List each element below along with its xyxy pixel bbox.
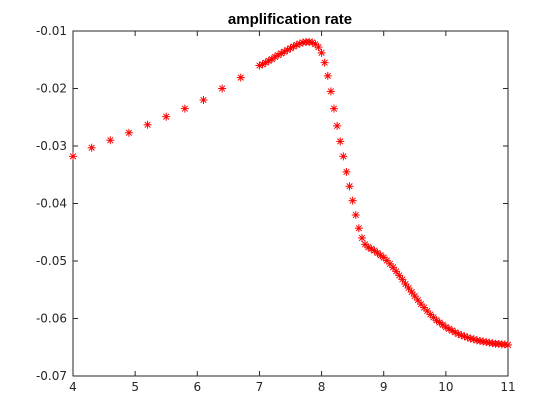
- data-point: [317, 48, 326, 57]
- data-point: [351, 211, 360, 219]
- data-point: [162, 112, 171, 121]
- y-tick-label: -0.07: [36, 369, 67, 383]
- y-tick-label: -0.02: [36, 82, 67, 96]
- data-point: [395, 271, 404, 280]
- data-point: [333, 121, 342, 130]
- data-point: [410, 292, 419, 301]
- data-point: [87, 143, 96, 152]
- data-point: [342, 167, 351, 176]
- data-point: [323, 71, 332, 80]
- data-point: [314, 43, 323, 52]
- data-point: [124, 128, 133, 137]
- y-tick-label: -0.06: [36, 312, 67, 326]
- data-point: [69, 152, 77, 161]
- x-tick-label: 4: [69, 380, 77, 394]
- data-series: [69, 37, 512, 349]
- data-point: [236, 73, 245, 82]
- data-point: [500, 340, 509, 349]
- data-point: [392, 267, 401, 276]
- chart-title: amplification rate: [228, 11, 352, 28]
- data-point: [320, 58, 329, 67]
- data-point: [330, 104, 338, 113]
- data-point: [479, 337, 488, 346]
- data-point: [389, 263, 398, 272]
- y-tick-label: -0.03: [36, 139, 67, 153]
- data-point: [401, 280, 410, 288]
- x-tick-label: 5: [131, 380, 139, 394]
- data-point: [180, 104, 189, 113]
- data-point: [326, 87, 335, 96]
- x-tick-label: 7: [256, 380, 264, 394]
- x-axis-ticks: 4 5 6 7 8 9 10 11: [69, 31, 516, 394]
- data-point: [357, 234, 366, 242]
- data-point: [404, 284, 413, 293]
- data-point: [143, 120, 152, 129]
- data-point: [106, 136, 115, 145]
- data-point: [413, 296, 422, 305]
- y-tick-label: -0.04: [36, 197, 67, 211]
- data-point: [336, 137, 345, 146]
- data-point: [348, 196, 357, 205]
- y-tick-label: -0.01: [36, 24, 67, 38]
- data-point: [354, 224, 363, 233]
- x-tick-label: 6: [193, 380, 201, 394]
- data-point: [339, 152, 348, 161]
- data-point: [407, 288, 416, 297]
- data-point: [345, 182, 354, 191]
- x-tick-label: 11: [500, 380, 515, 394]
- x-tick-label: 10: [438, 380, 453, 394]
- x-tick-label: 9: [380, 380, 388, 394]
- data-point: [398, 275, 407, 284]
- x-tick-label: 8: [318, 380, 326, 394]
- y-tick-label: -0.05: [36, 254, 67, 268]
- data-point: [199, 96, 208, 104]
- y-axis-ticks: -0.01 -0.02 -0.03 -0.04 -0.05 -0.06 -0.07: [36, 24, 508, 383]
- data-point: [504, 340, 512, 349]
- data-point: [218, 84, 227, 93]
